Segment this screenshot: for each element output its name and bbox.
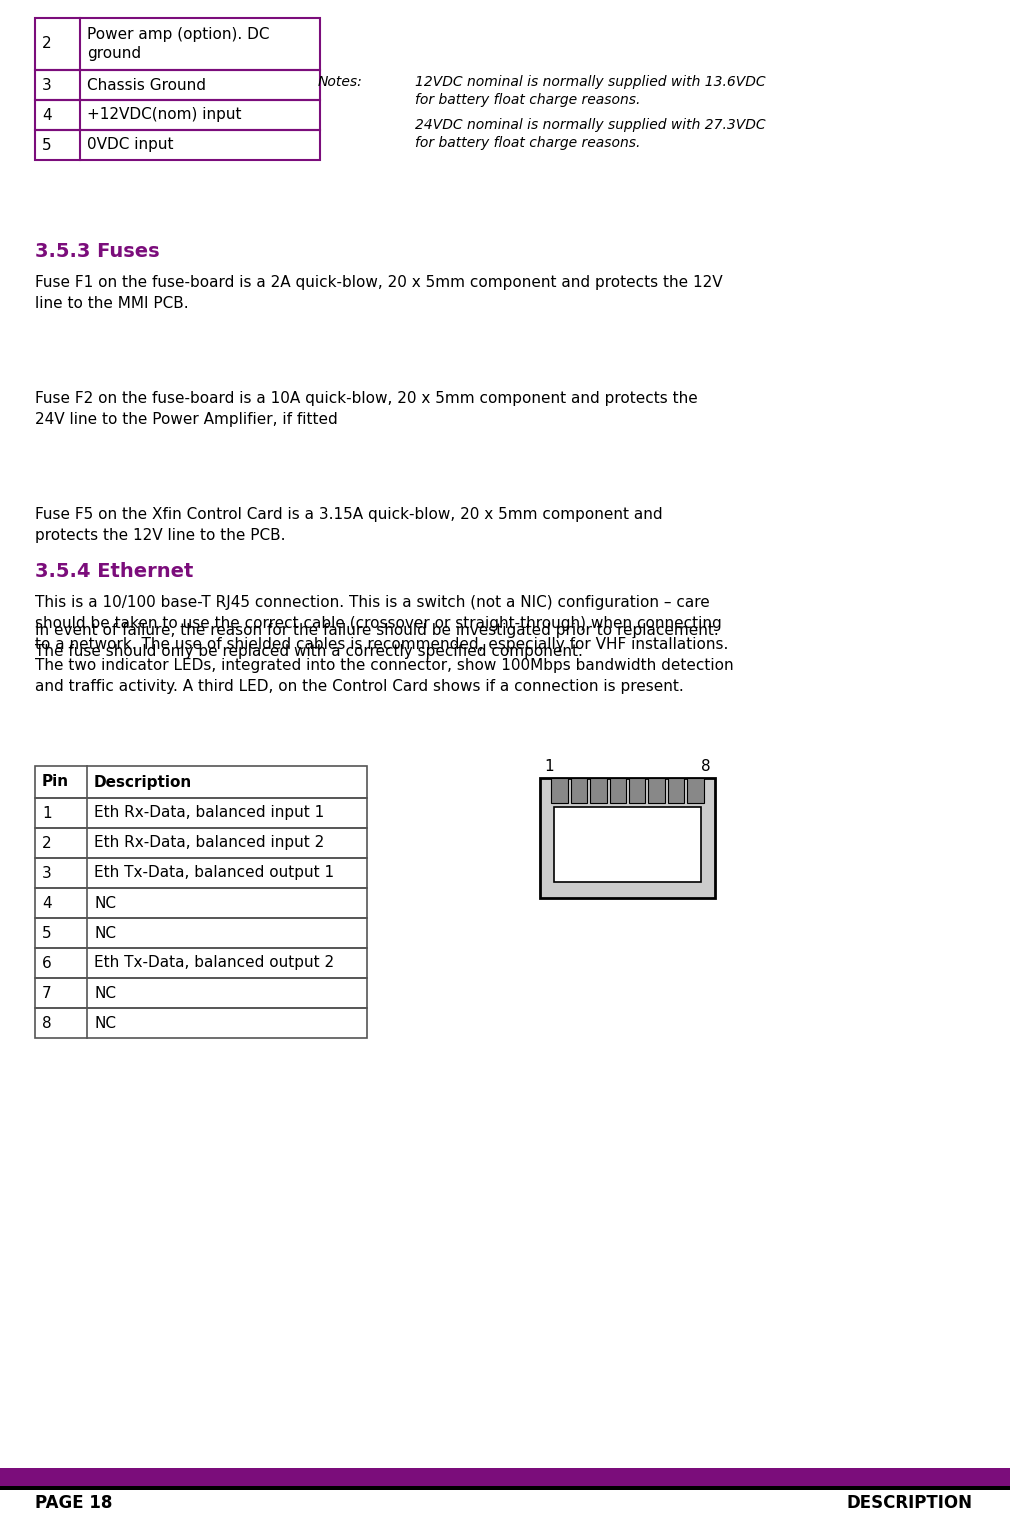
Bar bbox=[540, 778, 715, 898]
Bar bbox=[35, 130, 320, 160]
Text: 24VDC nominal is normally supplied with 27.3VDC
for battery float charge reasons: 24VDC nominal is normally supplied with … bbox=[415, 117, 766, 151]
Bar bbox=[571, 778, 587, 804]
Text: NC: NC bbox=[94, 926, 116, 941]
Bar bbox=[35, 828, 367, 859]
Text: NC: NC bbox=[94, 985, 116, 1000]
Bar bbox=[35, 918, 367, 949]
Bar bbox=[35, 859, 367, 888]
Bar bbox=[35, 888, 367, 918]
Bar bbox=[590, 778, 607, 804]
Text: 2: 2 bbox=[42, 836, 52, 851]
Bar bbox=[554, 807, 701, 881]
Bar bbox=[35, 949, 367, 978]
Bar bbox=[629, 778, 645, 804]
Text: Fuse F2 on the fuse-board is a 10A quick-blow, 20 x 5mm component and protects t: Fuse F2 on the fuse-board is a 10A quick… bbox=[35, 390, 698, 427]
Bar bbox=[35, 70, 320, 101]
Bar bbox=[0, 1485, 1010, 1490]
Text: 2: 2 bbox=[42, 37, 52, 52]
Text: NC: NC bbox=[94, 895, 116, 910]
Bar bbox=[648, 778, 665, 804]
Text: Fuse F5 on the Xfin Control Card is a 3.15A quick-blow, 20 x 5mm component and
p: Fuse F5 on the Xfin Control Card is a 3.… bbox=[35, 506, 663, 543]
Text: 4: 4 bbox=[42, 107, 52, 122]
Bar bbox=[551, 778, 568, 804]
Text: Eth Rx-Data, balanced input 2: Eth Rx-Data, balanced input 2 bbox=[94, 836, 324, 851]
Bar bbox=[35, 766, 367, 798]
Text: 1: 1 bbox=[42, 805, 52, 820]
Text: Power amp (option). DC
ground: Power amp (option). DC ground bbox=[87, 27, 270, 61]
Bar bbox=[35, 101, 320, 130]
Bar bbox=[687, 778, 704, 804]
Text: PAGE 18: PAGE 18 bbox=[35, 1494, 112, 1511]
Text: 7: 7 bbox=[42, 985, 52, 1000]
Text: 3: 3 bbox=[42, 78, 52, 93]
Text: DESCRIPTION: DESCRIPTION bbox=[846, 1494, 972, 1511]
Bar bbox=[0, 1469, 1010, 1485]
Text: Description: Description bbox=[94, 775, 192, 790]
Bar bbox=[35, 18, 320, 70]
Text: 8: 8 bbox=[42, 1016, 52, 1031]
Text: 0VDC input: 0VDC input bbox=[87, 137, 174, 152]
Text: This is a 10/100 base-T RJ45 connection. This is a switch (not a NIC) configurat: This is a 10/100 base-T RJ45 connection.… bbox=[35, 595, 733, 694]
Text: Pin: Pin bbox=[42, 775, 69, 790]
Text: 1: 1 bbox=[544, 759, 553, 775]
Text: In event of failure, the reason for the failure should be investigated prior to : In event of failure, the reason for the … bbox=[35, 624, 719, 659]
Bar bbox=[35, 978, 367, 1008]
Text: +12VDC(nom) input: +12VDC(nom) input bbox=[87, 107, 241, 122]
Bar bbox=[668, 778, 685, 804]
Text: 8: 8 bbox=[701, 759, 711, 775]
Text: Chassis Ground: Chassis Ground bbox=[87, 78, 206, 93]
Text: 5: 5 bbox=[42, 137, 52, 152]
Text: Eth Tx-Data, balanced output 2: Eth Tx-Data, balanced output 2 bbox=[94, 956, 334, 970]
Text: 4: 4 bbox=[42, 895, 52, 910]
Text: Eth Rx-Data, balanced input 1: Eth Rx-Data, balanced input 1 bbox=[94, 805, 324, 820]
Text: 3: 3 bbox=[42, 866, 52, 880]
Bar bbox=[609, 778, 626, 804]
Bar bbox=[35, 1008, 367, 1039]
Text: 12VDC nominal is normally supplied with 13.6VDC
for battery float charge reasons: 12VDC nominal is normally supplied with … bbox=[415, 75, 766, 107]
Text: NC: NC bbox=[94, 1016, 116, 1031]
Bar bbox=[35, 798, 367, 828]
Text: 5: 5 bbox=[42, 926, 52, 941]
Text: 3.5.3 Fuses: 3.5.3 Fuses bbox=[35, 242, 160, 261]
Text: 3.5.4 Ethernet: 3.5.4 Ethernet bbox=[35, 563, 193, 581]
Text: Eth Tx-Data, balanced output 1: Eth Tx-Data, balanced output 1 bbox=[94, 866, 334, 880]
Text: Notes:: Notes: bbox=[318, 75, 363, 88]
Text: Fuse F1 on the fuse-board is a 2A quick-blow, 20 x 5mm component and protects th: Fuse F1 on the fuse-board is a 2A quick-… bbox=[35, 274, 722, 311]
Text: 6: 6 bbox=[42, 956, 52, 970]
